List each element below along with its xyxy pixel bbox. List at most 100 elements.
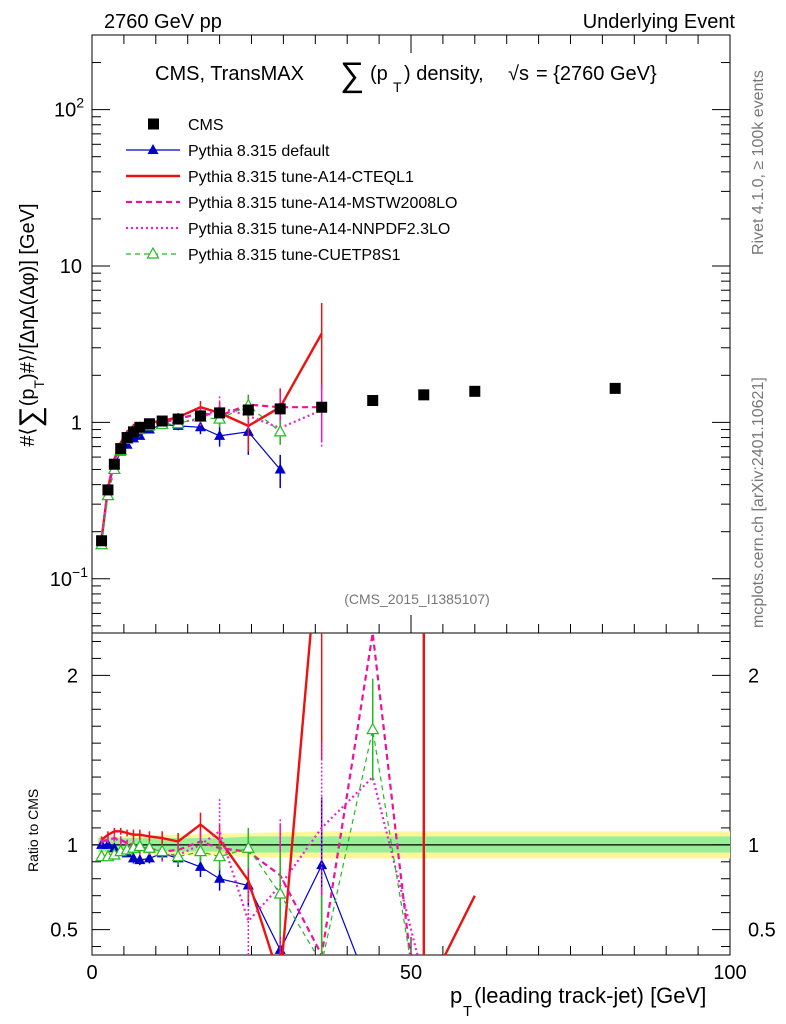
series-point bbox=[102, 484, 114, 496]
ylabel-part-c: )#⟩/[ΔηΔ(Δφ)] [GeV] bbox=[17, 203, 39, 379]
legend-item-5: Pythia 8.315 tune-CUETP8S1 bbox=[126, 246, 401, 264]
ratio-series-line bbox=[101, 633, 412, 955]
ratio-series-3 bbox=[100, 743, 419, 955]
ratio-point bbox=[133, 839, 147, 852]
xlabel-rest: (leading track-jet) [GeV] bbox=[474, 983, 706, 1008]
series-point bbox=[609, 382, 621, 394]
xlabel-p: p bbox=[450, 983, 462, 1008]
ratio-point bbox=[143, 852, 155, 863]
legend-marker bbox=[147, 144, 159, 154]
ratio-series-0 bbox=[96, 797, 357, 955]
ratio-uncertainty-bands bbox=[92, 831, 730, 859]
legend-item-3: Pythia 8.315 tune-A14-MSTW2008LO bbox=[126, 195, 457, 212]
ratio-series-1 bbox=[100, 633, 476, 955]
legend-marker bbox=[146, 246, 160, 259]
side-label-mcplots: mcplots.cern.ch [arXiv:2401.10621] bbox=[750, 377, 767, 628]
reference-label: (CMS_2015_I1385107) bbox=[344, 591, 490, 607]
ratio-series-line bbox=[100, 633, 476, 955]
ratio-point bbox=[366, 722, 380, 735]
ratio-point bbox=[214, 872, 226, 883]
legend-item-0: CMS bbox=[148, 117, 224, 134]
series-point bbox=[273, 424, 287, 437]
main-ytick-label: 1 bbox=[71, 412, 82, 434]
ratio-point bbox=[213, 849, 227, 862]
ratio-point bbox=[134, 854, 146, 865]
legend-item-2: Pythia 8.315 tune-A14-CTEQL1 bbox=[126, 169, 414, 186]
ratio-point bbox=[155, 844, 169, 857]
title-part-b: (p bbox=[370, 63, 388, 85]
main-ytick-label: 102 bbox=[54, 95, 84, 122]
header-right: Underlying Event bbox=[583, 11, 736, 33]
series-line bbox=[100, 406, 323, 539]
ratio-series-2 bbox=[100, 633, 412, 955]
series-point bbox=[156, 415, 168, 427]
series-point bbox=[172, 413, 184, 425]
series-point bbox=[469, 385, 481, 397]
header-left: 2760 GeV pp bbox=[104, 11, 222, 33]
xtick-label: 50 bbox=[400, 962, 422, 984]
ratio-plot-frame bbox=[91, 632, 731, 956]
main-ylabel: #⟨∑(pT)#⟩/[ΔηΔ(Δφ)] [GeV] bbox=[14, 203, 47, 446]
ratio-series-layer bbox=[95, 633, 476, 955]
series-point bbox=[134, 421, 146, 433]
series-point bbox=[194, 421, 206, 432]
ratio-ytick-label-right: 0.5 bbox=[748, 920, 776, 942]
ratio-ytick-label: 1 bbox=[67, 835, 78, 857]
ratio-ytick-label-right: 2 bbox=[748, 665, 759, 687]
ylabel-part-b: (p bbox=[17, 388, 39, 406]
ratio-point bbox=[193, 844, 207, 857]
main-ytick-label: 10−1 bbox=[50, 564, 88, 591]
legend-item-1: Pythia 8.315 default bbox=[126, 143, 330, 160]
ratio-series-line bbox=[101, 729, 411, 955]
series-point bbox=[214, 429, 226, 440]
title-part-d: = {2760 GeV} bbox=[536, 63, 657, 85]
legend-label: Pythia 8.315 tune-A14-NNPDF2.3LO bbox=[188, 221, 450, 238]
ratio-ytick-label: 0.5 bbox=[50, 920, 78, 942]
ratio-point bbox=[171, 849, 185, 862]
legend-label: Pythia 8.315 tune-A14-CTEQL1 bbox=[188, 169, 414, 186]
title-part-c: ) density, bbox=[404, 63, 484, 85]
series-point bbox=[127, 426, 139, 438]
svg-text:#⟨∑(pT)#⟩/[ΔηΔ(Δφ)] [GeV]: #⟨∑(pT)#⟩/[ΔηΔ(Δφ)] [GeV] bbox=[14, 203, 47, 446]
legend-label: CMS bbox=[188, 117, 224, 134]
ratio-axis-ticks: 0.5 0.5 1 1 2 2 0 50 100 bbox=[50, 640, 776, 984]
legend-marker bbox=[148, 118, 159, 130]
side-label-rivet: Rivet 4.1.0, ≥ 100k events bbox=[750, 70, 767, 255]
series-point bbox=[96, 535, 108, 547]
main-axis-ticks: 10−1 1 10 102 bbox=[50, 34, 731, 633]
ratio-series-4 bbox=[95, 678, 411, 955]
series-point bbox=[367, 395, 379, 407]
series-point bbox=[143, 418, 155, 430]
main-series-layer bbox=[95, 302, 621, 550]
series-point bbox=[121, 432, 133, 444]
ratio-ylabel: Ratio to CMS bbox=[25, 789, 41, 872]
title-sub: T bbox=[393, 79, 402, 95]
ratio-point bbox=[273, 886, 287, 899]
title-sqrt: √s bbox=[508, 63, 529, 85]
ylabel-sub: T bbox=[31, 379, 47, 388]
xtick-label: 0 bbox=[86, 962, 97, 984]
series-3 bbox=[100, 384, 323, 543]
legend-label: Pythia 8.315 default bbox=[188, 143, 330, 160]
series-point bbox=[274, 403, 286, 415]
series-point bbox=[115, 443, 127, 455]
ratio-point bbox=[127, 852, 139, 863]
main-title: CMS, TransMAX ∑ (p T ) density, √s = {27… bbox=[155, 56, 657, 95]
series-point bbox=[108, 458, 120, 470]
series-0 bbox=[96, 382, 621, 547]
series-point bbox=[214, 407, 226, 419]
legend: CMS Pythia 8.315 default Pythia 8.315 tune… bbox=[126, 117, 457, 264]
series-point bbox=[316, 401, 328, 413]
xlabel-sub: T bbox=[463, 1003, 472, 1020]
ratio-point bbox=[102, 838, 114, 849]
ylabel-sigma: ∑ bbox=[14, 406, 47, 427]
ratio-point bbox=[241, 840, 255, 853]
ratio-series-line bbox=[101, 774, 419, 955]
series-point bbox=[134, 429, 146, 440]
title-sigma: ∑ bbox=[340, 56, 364, 94]
xtick-label: 100 bbox=[713, 962, 746, 984]
ratio-point bbox=[194, 860, 206, 871]
ratio-ytick-label-right: 1 bbox=[748, 835, 759, 857]
ratio-ytick-label: 2 bbox=[67, 665, 78, 687]
